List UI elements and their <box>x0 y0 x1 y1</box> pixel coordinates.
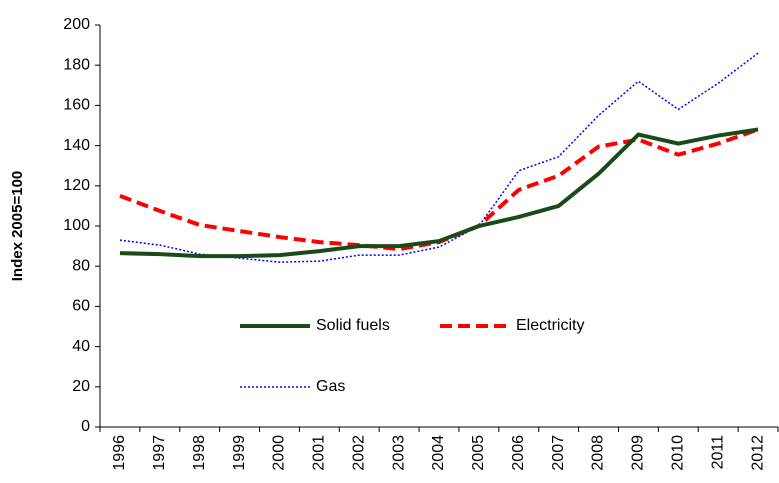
x-tick-label: 1999 <box>231 435 248 471</box>
y-tick-label: 180 <box>63 56 90 73</box>
x-tick-label: 1998 <box>191 435 208 471</box>
y-tick-label: 160 <box>63 97 90 114</box>
series-line <box>119 52 759 263</box>
y-tick-label: 60 <box>72 298 90 315</box>
legend-label: Solid fuels <box>316 317 390 334</box>
series-line <box>119 127 759 259</box>
x-tick-label: 2009 <box>630 435 647 471</box>
series-line <box>119 127 759 252</box>
x-tick-label: 2001 <box>311 435 328 471</box>
y-tick-label: 100 <box>63 217 90 234</box>
legend-label: Electricity <box>516 317 584 334</box>
x-tick-label: 2006 <box>510 435 527 471</box>
y-tick-label: 200 <box>63 16 90 33</box>
x-tick-label: 2012 <box>749 435 766 471</box>
legend-label: Gas <box>316 378 345 395</box>
x-tick-label: 1997 <box>151 435 168 471</box>
x-tick-label: 2008 <box>590 435 607 471</box>
y-tick-label: 80 <box>72 257 90 274</box>
x-tick-label: 2004 <box>430 435 447 471</box>
x-tick-label: 2000 <box>271 435 288 471</box>
y-tick-label: 40 <box>72 338 90 355</box>
x-tick-label: 2003 <box>390 435 407 471</box>
y-tick-label: 20 <box>72 378 90 395</box>
x-tick-label: 1996 <box>111 435 128 471</box>
x-tick-label: 2005 <box>470 435 487 471</box>
y-tick-label: 140 <box>63 137 90 154</box>
x-tick-label: 2002 <box>350 435 367 471</box>
y-tick-label: 0 <box>81 418 90 435</box>
x-tick-label: 2007 <box>550 435 567 471</box>
x-tick-label: 2011 <box>709 435 726 470</box>
y-axis-label: Index 2005=100 <box>9 171 26 282</box>
x-tick-label: 2010 <box>670 435 687 471</box>
y-tick-label: 120 <box>63 177 90 194</box>
